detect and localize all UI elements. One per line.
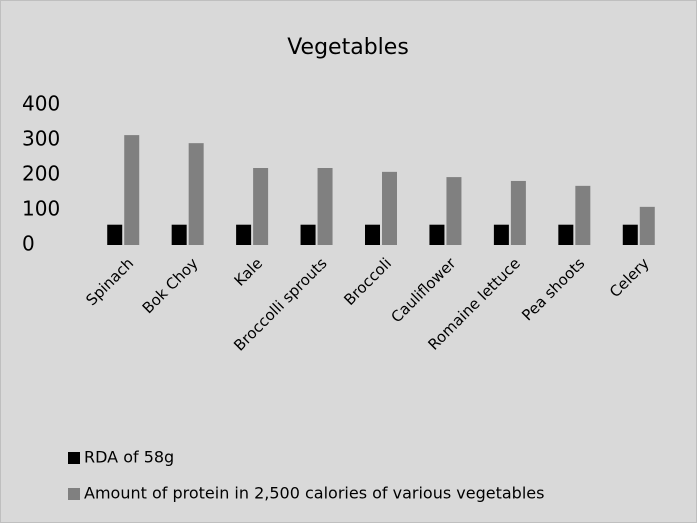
legend-swatch xyxy=(68,488,80,500)
bar xyxy=(188,143,204,245)
bar xyxy=(510,180,526,245)
bar xyxy=(429,224,445,245)
y-tick-label: 400 xyxy=(22,92,60,116)
bar xyxy=(124,135,140,245)
bar xyxy=(382,171,397,245)
y-tick-label: 0 xyxy=(22,232,35,256)
bar xyxy=(622,224,638,245)
bar xyxy=(575,185,591,245)
bar xyxy=(317,168,333,245)
legend-label: Amount of protein in 2,500 calories of v… xyxy=(84,484,544,503)
y-tick-label: 300 xyxy=(22,127,60,151)
legend-label: RDA of 58g xyxy=(84,448,174,467)
bar xyxy=(107,224,123,245)
bar xyxy=(236,224,252,245)
y-tick-label: 200 xyxy=(22,162,60,186)
bar xyxy=(365,224,380,245)
bar xyxy=(300,224,316,245)
bar xyxy=(639,206,655,245)
bar xyxy=(493,224,509,245)
bar xyxy=(558,224,574,245)
chart-title: Vegetables xyxy=(287,35,409,60)
y-tick-label: 100 xyxy=(22,197,60,221)
bar xyxy=(171,224,187,245)
bar xyxy=(446,177,462,245)
legend-swatch xyxy=(68,452,80,464)
bar xyxy=(253,168,269,245)
